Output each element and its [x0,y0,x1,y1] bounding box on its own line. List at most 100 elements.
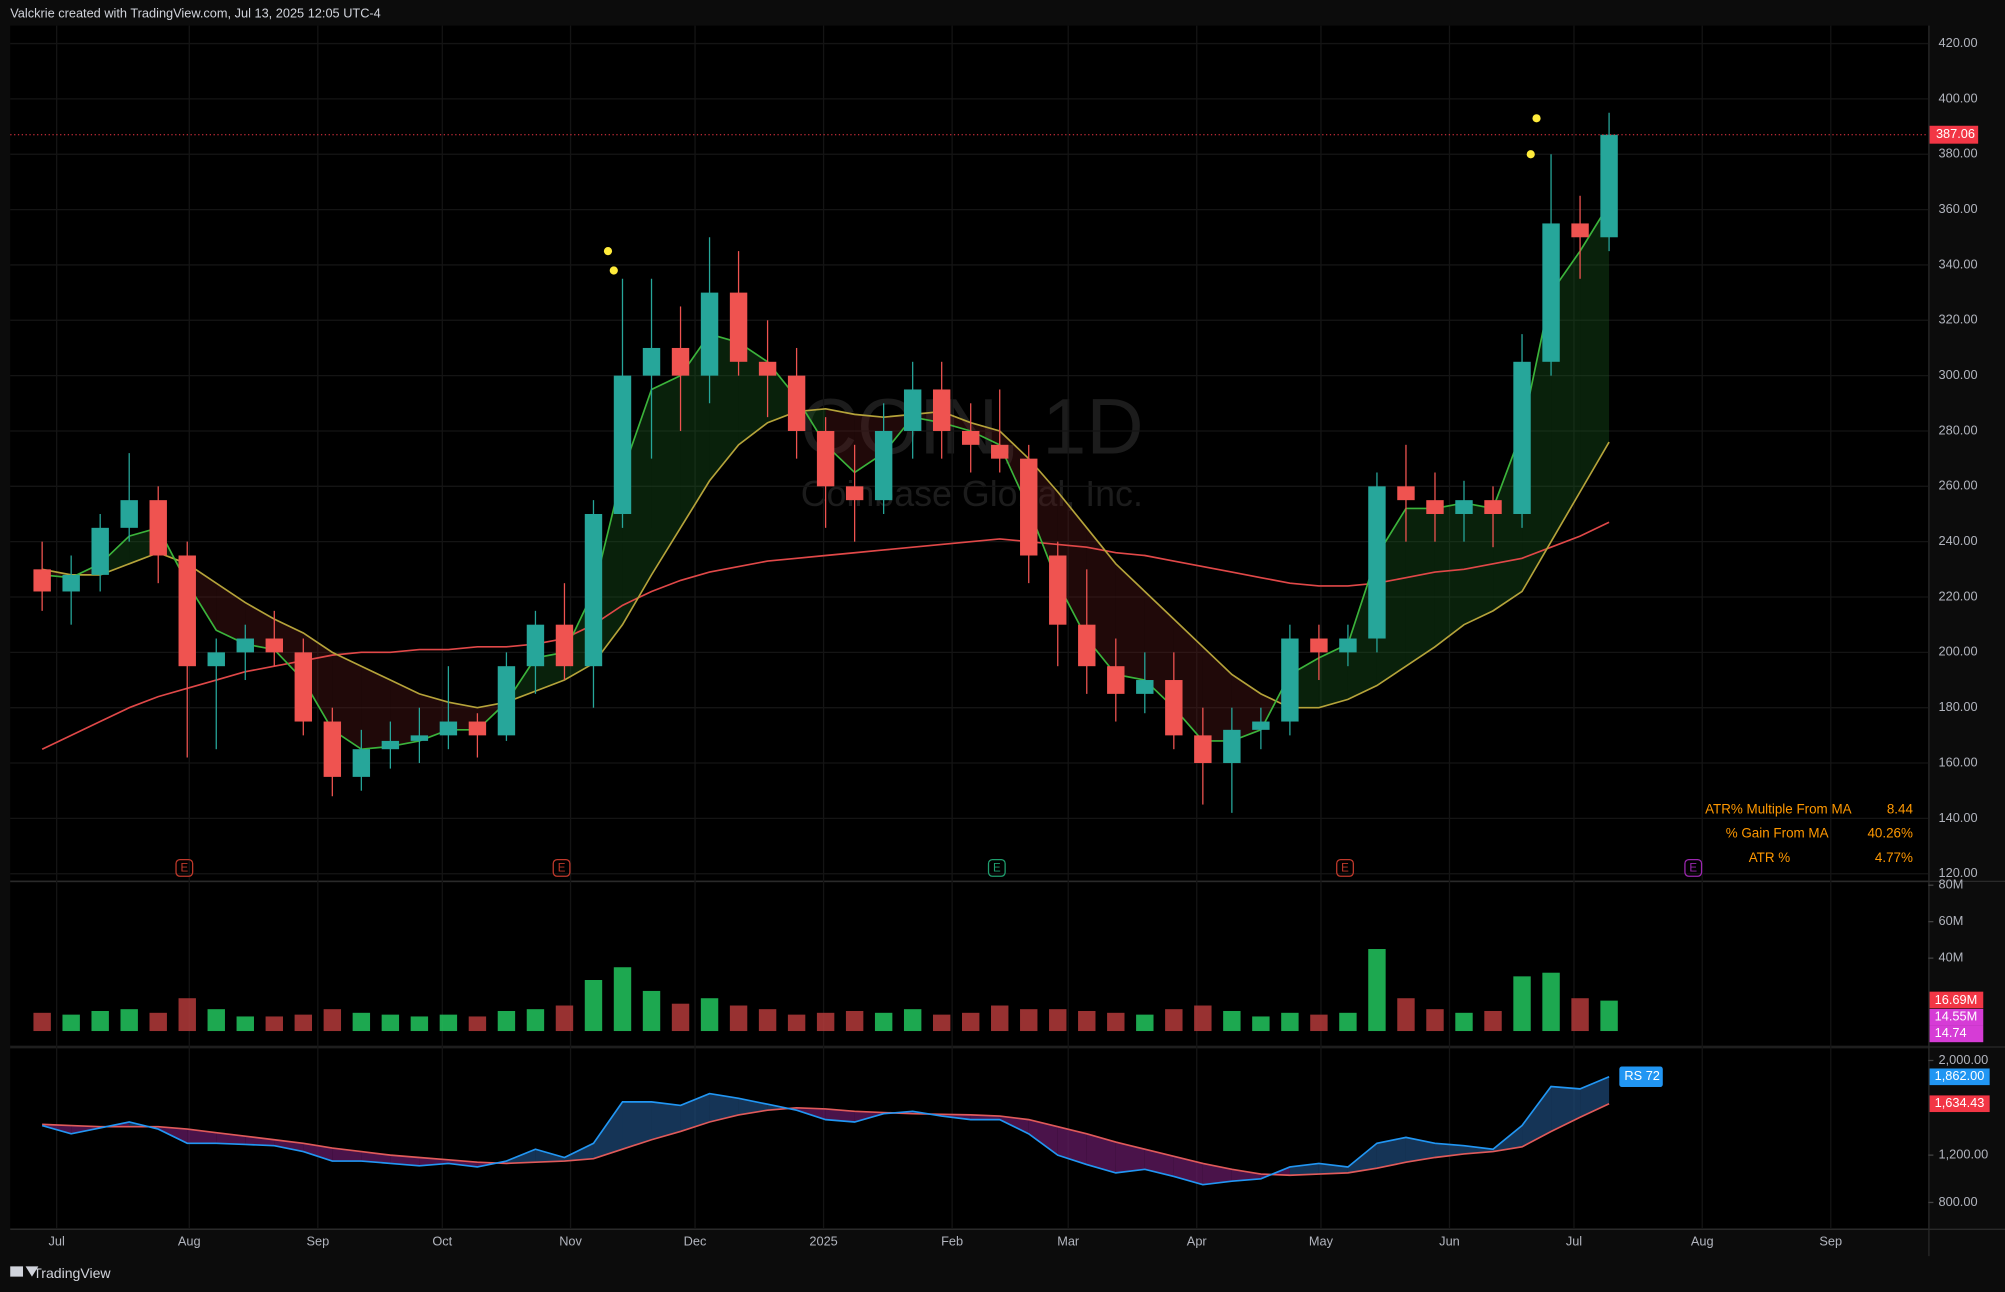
candle-body [381,740,400,750]
y-tick-label: 80M [1939,877,1964,892]
earnings-icon [1336,858,1354,877]
marks: Jul Aug Sep Oct Nov Dec 2025 Feb Mar Apr May Jun Jul… [10,25,1990,1248]
x-tick-label: May [1309,1233,1334,1248]
y-tick-label: 420.00 [1939,35,1978,50]
x-tick-label: Sep [1819,1233,1842,1248]
last-price-box [1929,125,1979,144]
candle-body [932,389,951,431]
volume-bar [1223,1010,1241,1032]
rs-fill [651,1101,681,1140]
candle-body [1049,555,1067,625]
candle-body [758,361,777,376]
rs-fill [1057,1126,1087,1165]
volume-bar [555,1005,574,1032]
y-tick-label: 1,200.00 [1939,1146,1989,1161]
rs-last-box [1929,1068,1990,1086]
y-tick-label: 360.00 [1939,201,1978,216]
volume-bar [584,980,603,1032]
candle-body [294,652,313,722]
signal-dot [1526,150,1535,159]
volume-bar [1484,1010,1502,1032]
rs-fill [1086,1133,1116,1173]
volume-bar [1020,1009,1038,1032]
rs-fill [1522,1086,1552,1147]
volume-bar [1107,1012,1125,1032]
candle-body [526,624,545,667]
rs-last-label: 1,862.00 [1935,1068,1985,1083]
rs-fill [390,1155,420,1166]
y-tick-label: 160.00 [1939,754,1978,769]
candle-body [584,513,603,667]
footer: TradingView [33,1265,111,1281]
candle-body [642,347,661,376]
volume-bar [323,1009,342,1032]
candle-body [323,721,342,777]
volume-ma-label: 14.74 [1935,1025,1967,1040]
candle-body [671,347,690,376]
volume-bar [642,990,661,1032]
earnings-label: E [1689,863,1697,875]
x-tick-label: Nov [559,1233,582,1248]
ma-cloud [390,680,420,747]
volume-bar [1281,1012,1299,1032]
x-tick-label: Aug [178,1233,201,1248]
candle-body [903,389,922,431]
candle-body [149,500,167,556]
rs-fill [245,1136,275,1146]
volume-bar [1339,1012,1357,1032]
volume-bar [1049,1009,1067,1032]
ma-cloud [651,375,681,575]
volume-bar [1165,1009,1183,1032]
volume-bar [671,1003,690,1032]
volume-bar [1368,949,1386,1032]
volume-bar [352,1012,371,1032]
volume-bar [932,1014,951,1032]
rs-ma-box [1929,1095,1990,1113]
volume-bar [903,1009,922,1032]
rs-fill [622,1101,652,1150]
candle-body [1020,458,1038,556]
candle-body [468,721,487,736]
candle-body [410,735,429,741]
volume-bar [497,1010,516,1032]
y-tick-label: 400.00 [1939,90,1978,105]
signal-dot [1532,114,1541,123]
x-tick-label: Sep [306,1233,329,1248]
rs-fill [303,1143,333,1162]
candle-body [91,527,109,575]
volume-ma-box [1929,1025,1984,1043]
candle-body [787,375,806,431]
candle-body [33,569,51,592]
volume-bar [1397,998,1415,1032]
y-tick-label: 120.00 [1939,865,1978,880]
volume-bar [62,1014,80,1032]
volume-ma-label: 14.55M [1935,1009,1978,1024]
volume-bar [468,1016,487,1032]
volume-bar [816,1012,835,1032]
candle-body [1397,486,1415,501]
volume-bar [236,1016,254,1032]
earnings-label: E [558,863,566,875]
candle-body [1600,134,1618,238]
y-tick-label: 260.00 [1939,478,1978,493]
volume-ma-box [1929,1008,1984,1026]
candle-body [207,652,225,667]
signal-dot [603,247,613,256]
earnings-icon [1684,858,1703,877]
earnings-label: E [993,863,1001,875]
candle-body [120,500,138,528]
candle-body [991,444,1009,459]
candle-body [265,638,283,653]
rs-fill [187,1129,217,1144]
candle-body [352,749,371,777]
stat-value: 40.26% [1867,826,1913,841]
candle-body [439,721,458,736]
y-tick-label: 340.00 [1939,256,1978,271]
rs-fill [1115,1142,1145,1173]
watermark: COIN, 1D [800,381,1144,470]
candle-body [1107,666,1125,694]
rs-fill [825,1108,855,1122]
volume-bar [439,1014,458,1032]
volume-bar [294,1014,313,1032]
volume-bar [1078,1010,1096,1032]
